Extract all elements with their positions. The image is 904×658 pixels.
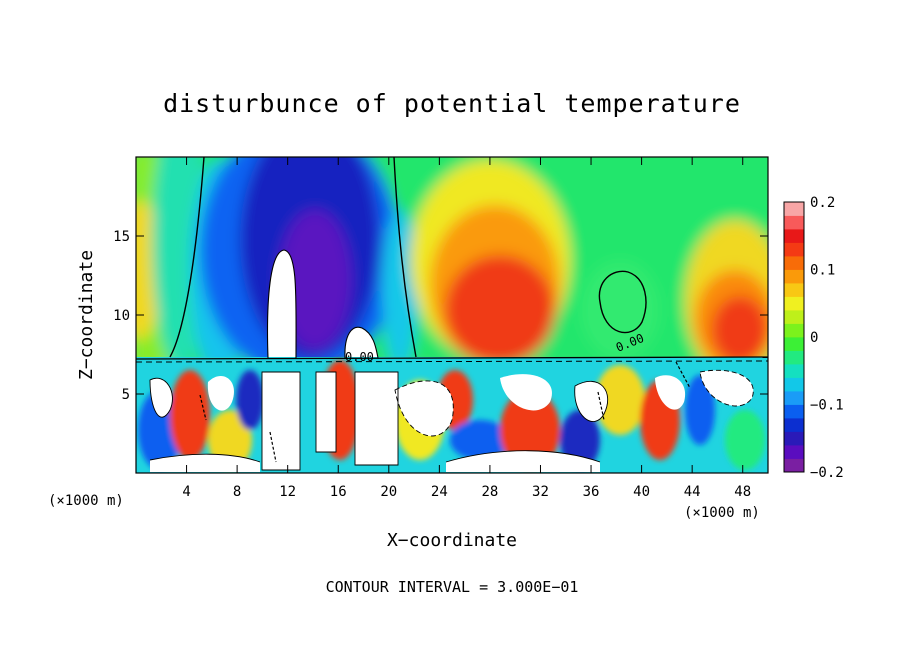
colorbar-swatch	[784, 418, 804, 432]
colorbar-swatch	[784, 256, 804, 270]
colorbar-swatch	[784, 310, 804, 324]
plot-area: 0.00 0.00	[136, 157, 768, 473]
x-tick-label: 28	[481, 484, 498, 500]
colorbar-swatch	[784, 229, 804, 243]
colorbar-swatch	[784, 391, 804, 405]
colorbar-label: 0.1	[810, 263, 835, 279]
chart-title: disturbunce of potential temperature	[163, 89, 741, 118]
x-tick-label: 40	[633, 484, 650, 500]
x-tick-label: 44	[684, 484, 701, 500]
colorbar-label: −0.2	[810, 465, 844, 481]
contour-lines	[136, 157, 768, 471]
x-tick-label: 4	[182, 484, 190, 500]
x-axis-label: X−coordinate	[387, 530, 517, 551]
colorbar-swatch	[784, 215, 804, 230]
colorbar-swatch	[784, 350, 804, 365]
x-axis-ticks: 4 8 12 16 20 24 28 32 36 40 44 48	[182, 157, 751, 500]
x-tick-label: 48	[734, 484, 751, 500]
y-tick-label: 15	[113, 229, 130, 245]
y-tick-label: 5	[122, 387, 130, 403]
x-tick-label: 16	[330, 484, 347, 500]
x-tick-label: 36	[583, 484, 600, 500]
x-unit-left: (×1000 m)	[48, 493, 124, 509]
field-lower	[136, 357, 768, 473]
colorbar-swatch	[784, 404, 804, 419]
colorbar-swatch	[784, 283, 804, 297]
y-tick-label: 10	[113, 308, 130, 324]
colorbar-label: 0.2	[810, 195, 835, 211]
colorbar: 0.2 0.1 0 −0.1 −0.2	[783, 195, 844, 481]
colorbar-swatch	[784, 377, 804, 392]
colorbar-label: −0.1	[810, 398, 844, 414]
x-tick-label: 8	[233, 484, 241, 500]
colorbar-frame	[783, 201, 805, 473]
x-unit-right: (×1000 m)	[684, 505, 760, 521]
colorbar-label: 0	[810, 330, 818, 346]
colorbar-swatch	[784, 202, 804, 216]
y-axis-ticks: 5 10 15	[113, 229, 768, 403]
colorbar-swatch	[784, 337, 804, 351]
x-tick-label: 12	[279, 484, 296, 500]
colorbar-swatch	[784, 242, 804, 257]
colorbar-swatch	[784, 296, 804, 311]
contour-label: 0.00	[345, 350, 374, 364]
x-tick-label: 20	[380, 484, 397, 500]
contour-interval-footer: CONTOUR INTERVAL = 3.000E−01	[326, 578, 579, 596]
x-tick-label: 24	[431, 484, 448, 500]
field-upper	[136, 157, 768, 380]
colorbar-swatch	[784, 269, 804, 284]
colorbar-swatch	[784, 431, 804, 446]
y-axis-label: Z−coordinate	[76, 250, 97, 380]
colorbar-swatch	[784, 323, 804, 338]
x-tick-label: 32	[532, 484, 549, 500]
colorbar-swatch	[784, 364, 804, 378]
colorbar-swatch	[784, 445, 804, 459]
colorbar-swatch	[784, 458, 804, 473]
